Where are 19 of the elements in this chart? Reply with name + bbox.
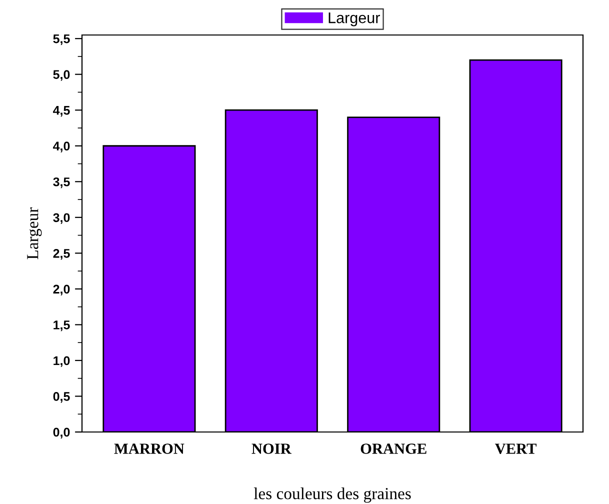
y-tick-label: 1,5 (54, 320, 70, 332)
y-tick-label: 0,0 (53, 428, 70, 438)
y-tick-label: 2,0 (53, 284, 70, 296)
x-tick-label: ORANGE (360, 444, 426, 454)
y-tick-label: 3,5 (53, 177, 70, 188)
y-tick-label: 4,0 (53, 142, 70, 152)
x-tick-label: MARRON (114, 444, 184, 454)
y-tick-label: 5,5 (53, 34, 70, 46)
x-axis-title: les couleurs des graines (254, 488, 411, 503)
y-tick-label: 1,0 (54, 356, 70, 367)
legend-label: Largeur (328, 12, 380, 26)
x-tick-label: VERT (495, 444, 537, 454)
y-tick-label: 2,5 (53, 248, 70, 260)
y-tick-label: 4,5 (53, 106, 70, 117)
x-tick-label: NOIR (252, 444, 292, 454)
y-tick-label: 3,0 (53, 213, 70, 224)
y-axis-title: Largeur (27, 207, 42, 260)
y-tick-label: 0,5 (53, 392, 70, 403)
y-tick-label: 5,0 (53, 70, 70, 81)
